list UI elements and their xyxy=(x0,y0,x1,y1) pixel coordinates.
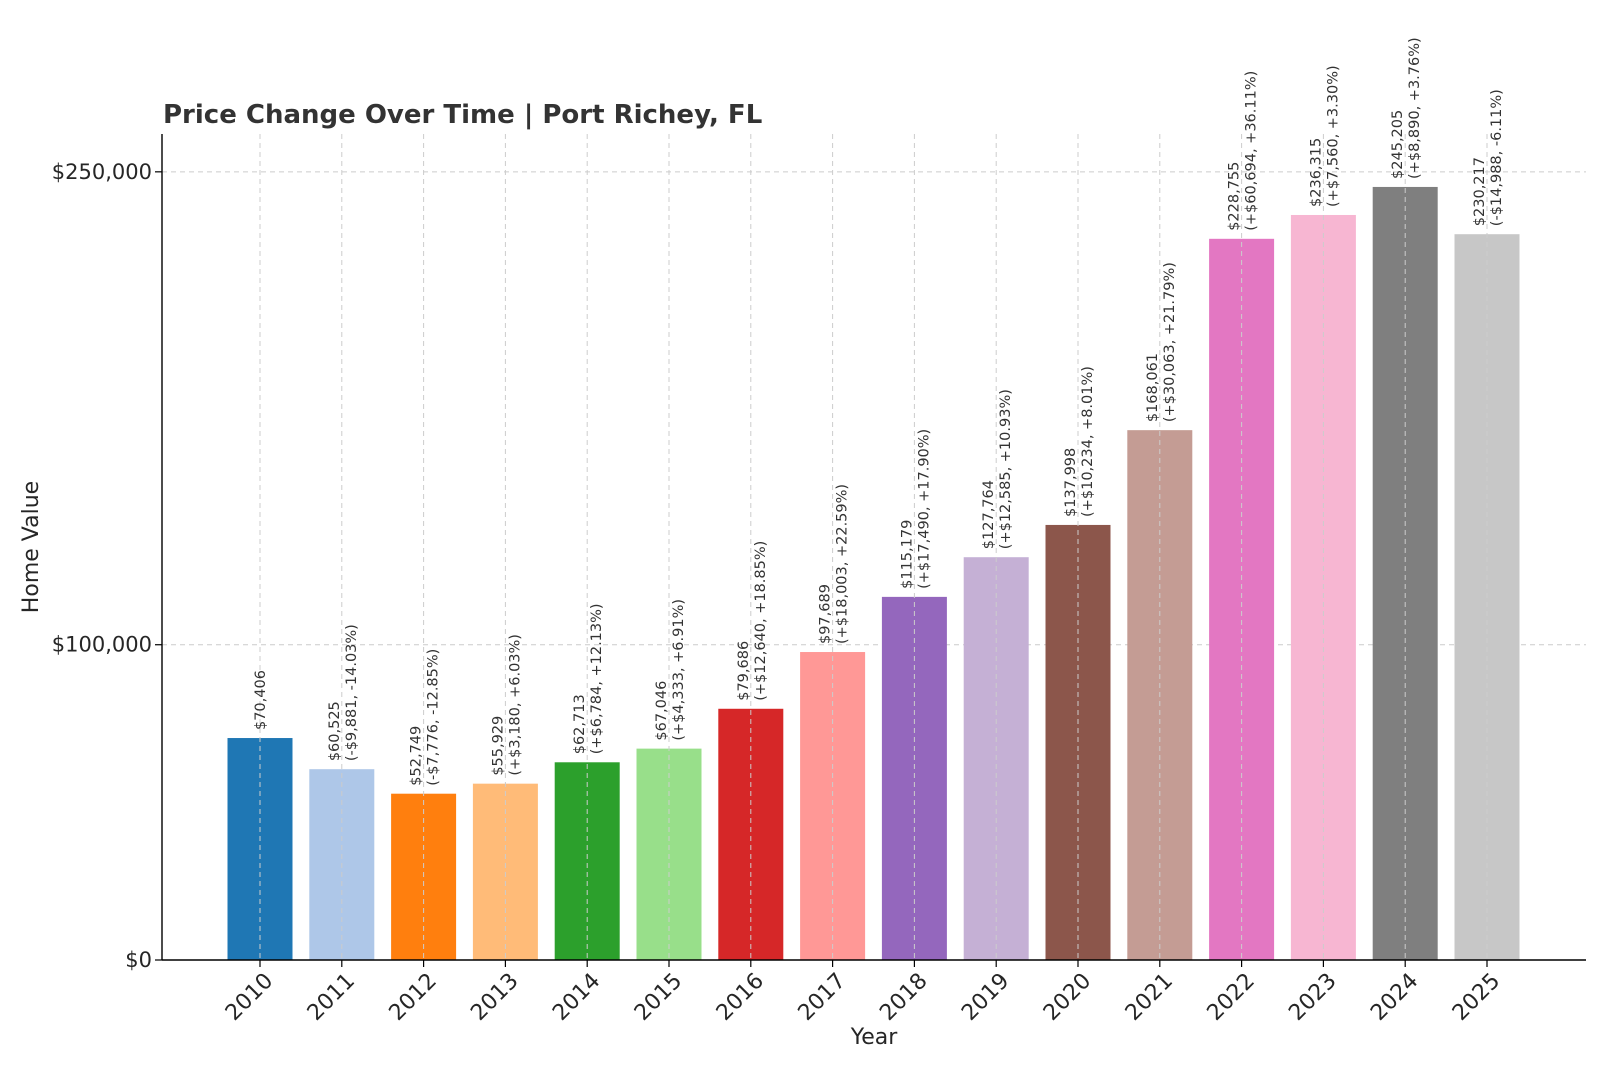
x-tick-label: 2014 xyxy=(548,969,605,1026)
x-tick-label: 2010 xyxy=(221,969,278,1026)
change-label-2012: (-$7,776, -12.85%) xyxy=(426,649,442,786)
value-label-2015: $67,046 xyxy=(654,681,670,741)
x-tick-label: 2019 xyxy=(957,969,1014,1026)
x-tick-label: 2018 xyxy=(875,969,932,1026)
bar-2022 xyxy=(1209,238,1275,961)
x-tick-label: 2012 xyxy=(385,969,442,1026)
data-label-layer: $70,406$60,525 (-$9,881, -14.03%) $52,749(… xyxy=(253,37,1505,785)
grid-layer xyxy=(162,171,1586,646)
value-label-2014: $62,713 xyxy=(572,694,588,754)
value-label-2020: $137,998 xyxy=(1063,448,1079,517)
y-tick-label: $0 xyxy=(125,948,152,972)
value-label-2012: $52,749 xyxy=(409,726,425,786)
change-label-2022: (+$60,694, +36.11%) xyxy=(1244,71,1260,231)
x-axis-label: Year xyxy=(850,1025,899,1050)
bar-2017 xyxy=(800,652,866,960)
bar-2024 xyxy=(1372,186,1438,961)
change-label-2013: (+$3,180, +6.03%) xyxy=(507,634,523,776)
x-tick-label: 2023 xyxy=(1284,969,1341,1026)
y-tick-label: $250,000 xyxy=(52,160,152,184)
x-tick-label: 2025 xyxy=(1448,969,1505,1026)
value-label-2022: $228,755 xyxy=(1227,162,1243,231)
x-tick-label: 2016 xyxy=(712,969,769,1026)
value-label-2019: $127,764 xyxy=(981,480,997,549)
change-label-2020: (+$10,234, +8.01%) xyxy=(1080,366,1096,517)
x-tick-label: 2015 xyxy=(630,969,687,1026)
change-label-2014: (+$6,784, +12.13%) xyxy=(589,603,605,754)
value-label-2013: $55,929 xyxy=(490,716,506,776)
change-label-2018: (+$17,490, +17.90%) xyxy=(916,429,932,589)
value-label-2018: $115,179 xyxy=(899,520,915,589)
change-label-2021: (+$30,063, +21.79%) xyxy=(1162,262,1178,422)
value-label-2016: $79,686 xyxy=(736,641,752,701)
x-tick-label: 2017 xyxy=(794,969,851,1026)
value-label-2017: $97,689 xyxy=(818,584,834,644)
x-tick-label: 2011 xyxy=(303,969,360,1026)
change-label-2016: (+$12,640, +18.85%) xyxy=(753,541,769,701)
x-tick-label: 2024 xyxy=(1366,969,1423,1026)
x-tick-label: 2021 xyxy=(1121,969,1178,1026)
vertical-grid-layer xyxy=(259,134,1488,960)
value-label-2021: $168,061 xyxy=(1145,353,1161,422)
y-axis-label: Home Value xyxy=(19,481,44,613)
change-label-2025: (-$14,988, -6.11%) xyxy=(1489,89,1505,226)
change-label-2011: (-$9,881, -14.03%) xyxy=(344,624,360,761)
value-label-2023: $236,315 xyxy=(1308,138,1324,207)
y-tick-layer: $0 $100,000 $250,000 xyxy=(52,160,162,972)
x-tick-label: 2022 xyxy=(1203,969,1260,1026)
value-label-2011: $60,525 xyxy=(327,701,343,761)
value-label-2024: $245,205 xyxy=(1390,110,1406,179)
value-label-2010: $70,406 xyxy=(253,670,269,730)
value-label-2025: $230,217 xyxy=(1472,157,1488,226)
x-tick-label: 2020 xyxy=(1039,969,1096,1026)
x-tick-label: 2013 xyxy=(466,969,523,1026)
change-label-2015: (+$4,333, +6.91%) xyxy=(671,599,687,741)
change-label-2017: (+$18,003, +22.59%) xyxy=(835,484,851,644)
y-tick-label: $100,000 xyxy=(52,633,152,657)
change-label-2023: (+$7,560, +3.30%) xyxy=(1325,65,1341,207)
x-tick-layer: 2010 2011 2012 2013 2014 2015 2016 2017 2018 2019… xyxy=(221,960,1505,1026)
chart-title: Price Change Over Time | Port Richey, FL xyxy=(163,100,762,130)
change-label-2024: (+$8,890, +3.76%) xyxy=(1407,37,1423,179)
change-label-2019: (+$12,585, +10.93%) xyxy=(998,389,1014,549)
bar-layer xyxy=(227,186,1520,961)
